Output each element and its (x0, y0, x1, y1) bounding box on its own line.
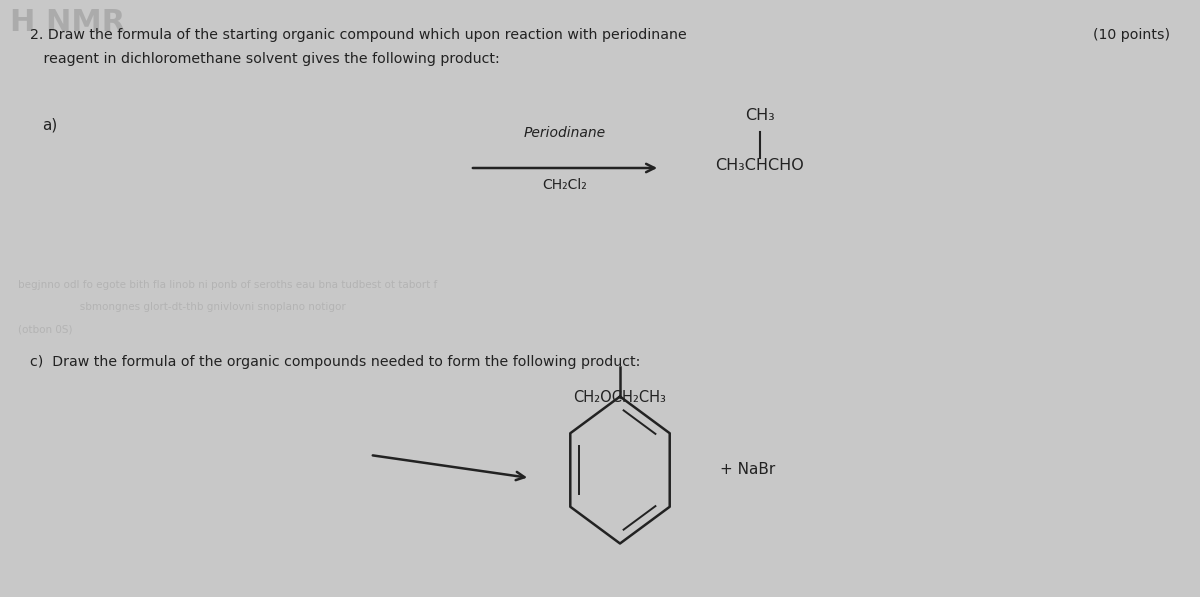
Text: (10 points): (10 points) (1093, 28, 1170, 42)
Text: + NaBr: + NaBr (720, 463, 775, 478)
Text: CH₂Cl₂: CH₂Cl₂ (542, 178, 587, 192)
Text: a): a) (42, 118, 58, 133)
Text: CH₂OCH₂CH₃: CH₂OCH₂CH₃ (574, 390, 666, 405)
Text: (otbon 0S): (otbon 0S) (18, 325, 72, 335)
Text: reagent in dichloromethane solvent gives the following product:: reagent in dichloromethane solvent gives… (30, 52, 499, 66)
Text: 2. Draw the formula of the starting organic compound which upon reaction with pe: 2. Draw the formula of the starting orga… (30, 28, 686, 42)
Text: sbmongnes glort-dt-thb gnivlovni snoplano notigor: sbmongnes glort-dt-thb gnivlovni snoplan… (18, 302, 346, 312)
Text: H NMR: H NMR (10, 8, 125, 37)
Text: c)  Draw the formula of the organic compounds needed to form the following produ: c) Draw the formula of the organic compo… (30, 355, 641, 369)
Text: CH₃: CH₃ (745, 108, 775, 123)
Text: begjnno odl fo egote bith fla linob ni ponb of seroths eau bna tudbest ot tabort: begjnno odl fo egote bith fla linob ni p… (18, 280, 437, 290)
Text: CH₃CHCHO: CH₃CHCHO (715, 158, 804, 173)
Text: Periodinane: Periodinane (524, 126, 606, 140)
